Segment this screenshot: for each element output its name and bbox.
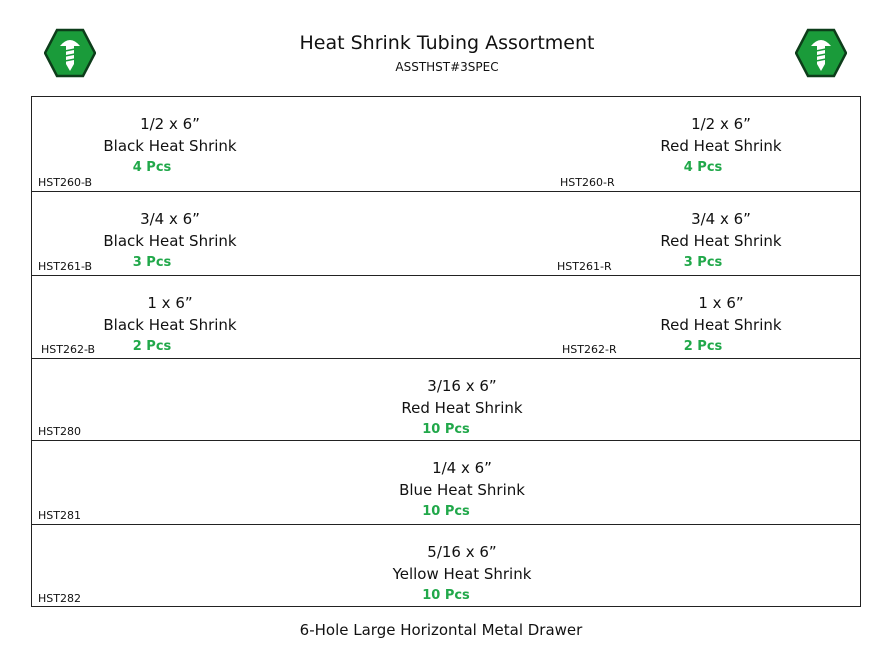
part-number: HST262-R bbox=[562, 343, 617, 356]
drawer-row: 1/4 x 6” Blue Heat Shrink 10 Pcs HST281 bbox=[32, 441, 860, 525]
bin-size: 3/16 x 6” bbox=[427, 377, 497, 395]
bin-size: 1 x 6” bbox=[698, 294, 744, 312]
drawer-row: 5/16 x 6” Yellow Heat Shrink 10 Pcs HST282 bbox=[32, 525, 860, 607]
bin-name: Red Heat Shrink bbox=[660, 316, 782, 334]
bin-name: Red Heat Shrink bbox=[660, 232, 782, 250]
screw-logo-icon bbox=[795, 28, 847, 78]
drawer-row: 3/4 x 6” Black Heat Shrink 3 Pcs HST261-B 3/… bbox=[32, 192, 860, 276]
part-number: HST260-B bbox=[38, 176, 93, 189]
bin-size: 5/16 x 6” bbox=[427, 543, 497, 561]
part-number: HST261-R bbox=[557, 260, 612, 273]
page-subtitle: ASSTHST#3SPEC bbox=[395, 60, 499, 74]
bin-name: Black Heat Shrink bbox=[103, 232, 237, 250]
bin-size: 1 x 6” bbox=[147, 294, 193, 312]
page-title: Heat Shrink Tubing Assortment bbox=[299, 32, 595, 54]
bin-qty: 4 Pcs bbox=[132, 160, 172, 175]
bin-qty: 3 Pcs bbox=[683, 255, 723, 270]
drawer-row: 3/16 x 6” Red Heat Shrink 10 Pcs HST280 bbox=[32, 359, 860, 441]
bin-name: Red Heat Shrink bbox=[401, 399, 523, 417]
footer-caption: 6-Hole Large Horizontal Metal Drawer bbox=[299, 621, 583, 639]
part-number: HST261-B bbox=[38, 260, 93, 273]
bin-name: Blue Heat Shrink bbox=[399, 481, 525, 499]
bin-qty: 2 Pcs bbox=[683, 339, 723, 354]
part-number: HST262-B bbox=[41, 343, 96, 356]
drawer-row: 1 x 6” Black Heat Shrink 2 Pcs HST262-B 1 x … bbox=[32, 276, 860, 359]
bin-size: 1/4 x 6” bbox=[432, 459, 492, 477]
part-number: HST282 bbox=[38, 592, 81, 605]
part-number: HST260-R bbox=[560, 176, 615, 189]
drawer-layout: 1/2 x 6” Black Heat Shrink 4 Pcs HST260-B 1/… bbox=[31, 96, 861, 607]
bin-size: 1/2 x 6” bbox=[140, 115, 200, 133]
bin-qty: 10 Pcs bbox=[422, 588, 470, 603]
drawer-row: 1/2 x 6” Black Heat Shrink 4 Pcs HST260-B 1/… bbox=[32, 97, 860, 192]
bin-name: Black Heat Shrink bbox=[103, 137, 237, 155]
part-number: HST280 bbox=[38, 425, 81, 438]
bin-qty: 10 Pcs bbox=[422, 422, 470, 437]
part-number: HST281 bbox=[38, 509, 81, 522]
bin-size: 1/2 x 6” bbox=[691, 115, 751, 133]
bin-name: Red Heat Shrink bbox=[660, 137, 782, 155]
bin-size: 3/4 x 6” bbox=[691, 210, 751, 228]
bin-name: Yellow Heat Shrink bbox=[392, 565, 532, 583]
bin-qty: 2 Pcs bbox=[132, 339, 172, 354]
screw-logo-icon bbox=[44, 28, 96, 78]
bin-qty: 10 Pcs bbox=[422, 504, 470, 519]
bin-name: Black Heat Shrink bbox=[103, 316, 237, 334]
bin-qty: 3 Pcs bbox=[132, 255, 172, 270]
bin-size: 3/4 x 6” bbox=[140, 210, 200, 228]
bin-qty: 4 Pcs bbox=[683, 160, 723, 175]
